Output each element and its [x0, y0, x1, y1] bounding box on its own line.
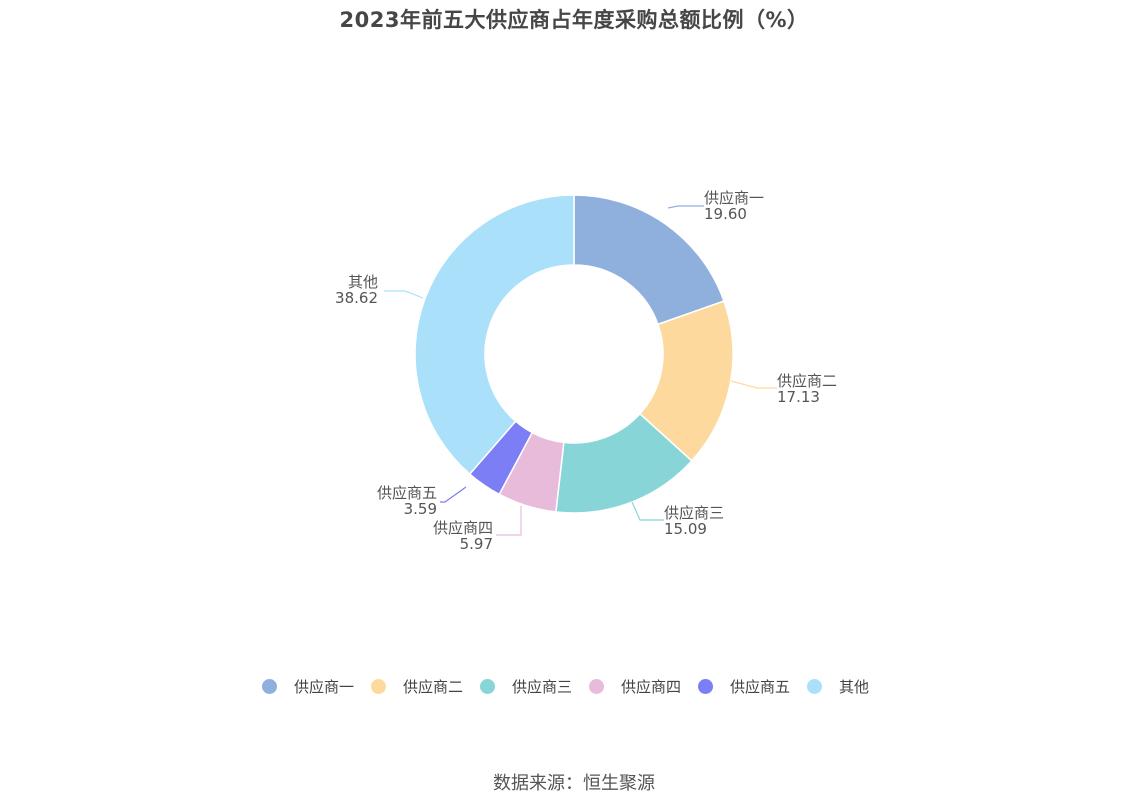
- leader-line-2: [730, 380, 777, 389]
- slice-category-label-1: 供应商一: [704, 189, 764, 207]
- legend-label-6: 其他: [839, 678, 870, 696]
- chart-legend: 供应商一 供应商二 供应商三 供应商四 供应商五 其他: [0, 676, 1148, 697]
- legend-item-2[interactable]: 供应商二: [370, 676, 463, 697]
- slice-value-label-4: 5.97: [460, 535, 493, 553]
- legend-label-3: 供应商三: [511, 678, 572, 696]
- legend-label-5: 供应商五: [730, 678, 791, 696]
- legend-marker-5: [698, 679, 714, 694]
- legend-label-4: 供应商四: [621, 678, 682, 696]
- slice-category-label-4: 供应商四: [433, 519, 493, 537]
- legend-item-6[interactable]: 其他: [807, 676, 869, 697]
- legend-item-3[interactable]: 供应商三: [479, 676, 572, 697]
- leader-line-6: [384, 290, 424, 299]
- slice-value-label-3: 15.09: [664, 520, 707, 538]
- slice-category-label-3: 供应商三: [664, 504, 724, 522]
- leader-line-4: [496, 506, 522, 536]
- slice-value-label-6: 38.62: [335, 289, 378, 307]
- donut-slice-1[interactable]: [573, 194, 725, 326]
- data-source-note: 数据来源：恒生聚源: [493, 773, 655, 794]
- legend-marker-3: [479, 679, 495, 694]
- leader-line-3: [631, 501, 664, 521]
- slice-category-label-5: 供应商五: [377, 484, 437, 502]
- leader-line-5: [440, 486, 467, 503]
- chart-title: 2023年前五大供应商占年度采购总额比例（%）: [339, 8, 809, 32]
- legend-marker-4: [589, 679, 604, 694]
- slice-category-label-2: 供应商二: [777, 372, 837, 390]
- slice-value-label-1: 19.60: [704, 205, 747, 223]
- legend-item-4[interactable]: 供应商四: [589, 676, 681, 697]
- legend-label-1: 供应商一: [293, 678, 354, 696]
- legend-marker-6: [807, 679, 823, 694]
- slice-value-label-2: 17.13: [777, 388, 820, 406]
- legend-marker-2: [370, 679, 386, 694]
- legend-item-1[interactable]: 供应商一: [261, 676, 354, 697]
- legend-label-2: 供应商二: [402, 678, 463, 696]
- legend-marker-1: [261, 679, 277, 694]
- leader-line-1: [667, 205, 704, 209]
- slice-value-label-5: 3.59: [404, 500, 437, 518]
- donut-slice-6[interactable]: [414, 194, 575, 476]
- slice-category-label-6: 其他: [348, 273, 378, 291]
- legend-item-5[interactable]: 供应商五: [698, 676, 790, 697]
